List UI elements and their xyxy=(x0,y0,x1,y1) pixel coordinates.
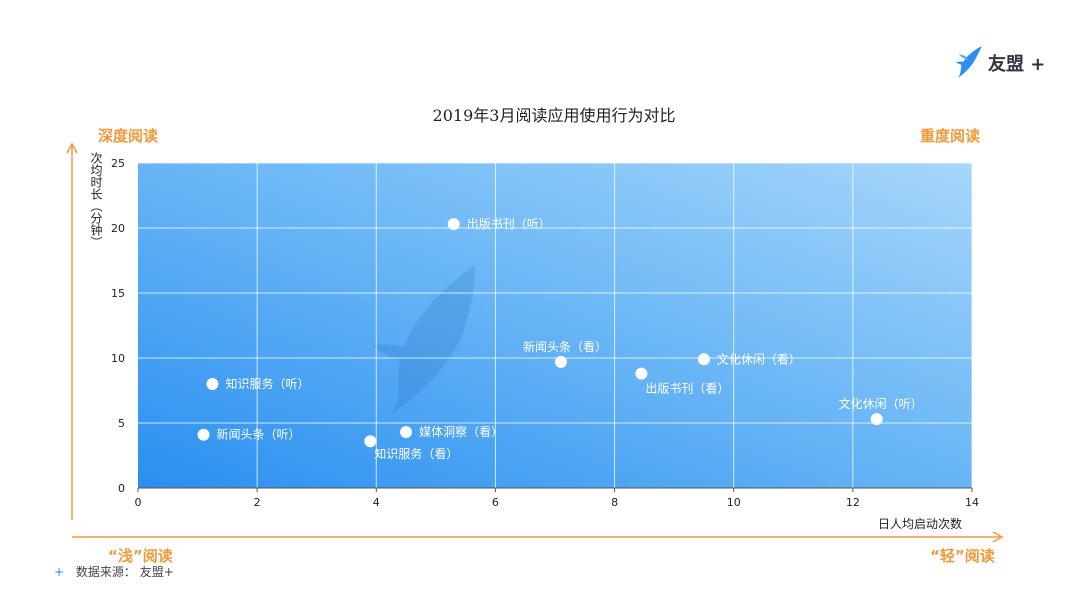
point-label: 出版书刊（听） xyxy=(467,217,551,231)
y-arrow-head xyxy=(66,142,78,154)
plot-area xyxy=(138,163,972,488)
point-label: 文化休闲（听） xyxy=(839,396,923,411)
x-tick-label: 4 xyxy=(373,496,380,509)
point-label: 出版书刊（看） xyxy=(645,382,729,396)
x-tick-label: 2 xyxy=(254,496,261,509)
x-axis-label: 日人均启动次数 xyxy=(878,517,963,531)
scatter-point xyxy=(870,413,883,426)
y-tick-label: 10 xyxy=(111,352,125,365)
brand-name: 友盟 xyxy=(988,54,1024,75)
x-tick-label: 10 xyxy=(727,496,741,509)
tick-labels: 0 2 4 6 8 10 12 14 0 5 10 15 20 25 xyxy=(111,157,979,509)
scatter-point xyxy=(697,353,710,366)
x-tick-label: 8 xyxy=(611,496,618,509)
axes xyxy=(137,487,973,492)
scatter-point xyxy=(197,428,210,441)
scatter-point xyxy=(635,367,648,380)
x-tick-label: 6 xyxy=(492,496,499,509)
scatter-point xyxy=(554,355,567,368)
x-tick-label: 14 xyxy=(965,496,979,509)
x-arrow-head xyxy=(992,531,1004,543)
y-tick-label: 25 xyxy=(111,157,125,170)
quadrant-label-heavy-reading: 重度阅读 xyxy=(920,127,981,145)
chart-title: 2019年3月阅读应用使用行为对比 xyxy=(432,106,676,125)
brand-logo: 友盟 + xyxy=(952,44,1062,80)
y-tick-label: 0 xyxy=(118,482,125,495)
quadrant-label-shallow-reading: “浅”阅读 xyxy=(108,547,173,565)
data-points: 出版书刊（听） 新闻头条（看） 文化休闲（看） 出版书刊（看） 知识服务（听） 文化休闲（… xyxy=(197,217,923,461)
brand-plus: + xyxy=(1030,54,1046,75)
grid-lines xyxy=(138,162,973,488)
data-source: + 数据来源： 友盟+ xyxy=(54,563,174,580)
point-label: 文化休闲（看） xyxy=(717,351,801,366)
point-label: 新闻头条（听） xyxy=(217,427,301,442)
point-label: 媒体洞察（看） xyxy=(419,425,503,439)
scatter-point xyxy=(400,426,413,439)
youmeng-bird-icon xyxy=(956,46,982,78)
y-tick-label: 20 xyxy=(111,222,125,235)
quadrant-label-light-reading: “轻”阅读 xyxy=(930,547,995,565)
point-label: 新闻头条（看） xyxy=(523,339,607,354)
scatter-point xyxy=(447,218,460,231)
source-bullet-icon: + xyxy=(54,565,65,579)
scatter-point xyxy=(206,378,219,390)
x-tick-label: 0 xyxy=(135,496,142,509)
point-label: 知识服务（听） xyxy=(225,376,309,391)
x-tick-label: 12 xyxy=(846,496,860,509)
scatter-point xyxy=(364,435,377,448)
quadrant-label-deep-reading: 深度阅读 xyxy=(98,127,159,145)
source-text: 数据来源： 友盟+ xyxy=(75,565,174,579)
y-tick-label: 5 xyxy=(118,417,125,430)
y-axis-label: 次均时长（分钟） xyxy=(89,152,103,248)
point-label: 知识服务（看） xyxy=(374,446,458,461)
y-tick-label: 15 xyxy=(111,287,125,300)
